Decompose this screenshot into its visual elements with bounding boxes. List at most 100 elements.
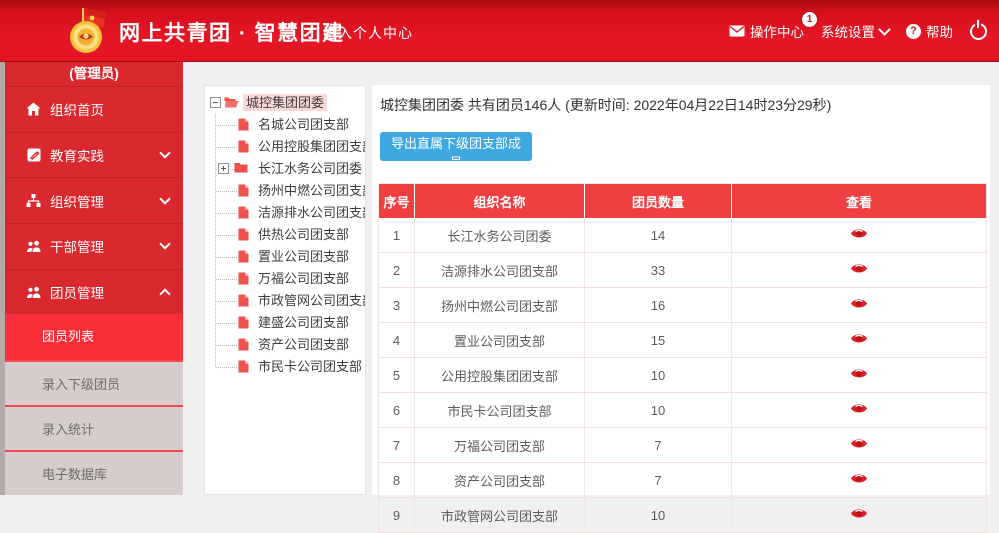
view-eye-button[interactable]	[850, 472, 868, 485]
logout-button[interactable]	[970, 19, 987, 40]
closed-folder-icon	[234, 163, 248, 173]
view-eye-button[interactable]	[850, 402, 868, 415]
action-center-label: 操作中心	[750, 25, 804, 40]
tree-node-label[interactable]: 名城公司团支部	[258, 117, 350, 132]
submenu-item-enter-lower-members[interactable]: 录入下级团员	[5, 360, 183, 406]
sidebar-nav: (管理员) 组织首页 教育实践 组织管理 干部管理 团员管理 团员列表	[5, 62, 183, 496]
file-icon	[238, 250, 249, 263]
file-icon	[238, 338, 249, 351]
action-center-button[interactable]: 操作中心 1	[729, 12, 817, 41]
cell-member-count: 33	[584, 252, 732, 288]
sidebar-item-label: 组织管理	[50, 194, 104, 210]
file-icon	[238, 140, 249, 153]
eye-icon	[851, 439, 867, 448]
collapse-minus-icon[interactable]	[210, 97, 221, 108]
file-icon	[238, 316, 249, 329]
enter-personal-center-link[interactable]: 进入个人中心	[323, 25, 413, 41]
view-eye-button[interactable]	[850, 507, 868, 520]
cell-view	[731, 462, 987, 498]
cell-org-name: 万福公司团支部	[414, 427, 585, 463]
help-button[interactable]: ? 帮助	[906, 21, 953, 41]
tree-node-label[interactable]: 供热公司团支部	[258, 227, 350, 242]
sidebar-item-org-mgmt[interactable]: 组织管理	[5, 177, 183, 223]
tree-node[interactable]: 长江水务公司团委	[205, 158, 365, 180]
chevron-down-icon	[159, 193, 171, 205]
tree-node-label[interactable]: 城控集团团委	[243, 94, 328, 111]
submenu-item-electronic-database[interactable]: 电子数据库	[5, 450, 183, 496]
tree-root-node[interactable]: 城控集团团委	[205, 92, 365, 114]
tree-node[interactable]: 资产公司团支部	[205, 334, 365, 356]
expand-plus-icon[interactable]	[218, 163, 229, 174]
sidebar-item-org-home[interactable]: 组织首页	[5, 86, 183, 132]
cell-row-number: 5	[378, 357, 415, 393]
main-content-panel: 城控集团团委 共有团员146人 (更新时间: 2022年04月22日14时23分…	[372, 85, 990, 533]
sidebar-item-cadre-mgmt[interactable]: 干部管理	[5, 223, 183, 269]
table-body: 1 长江水务公司团委 14 2 洁源排水公司团支部 33	[378, 218, 987, 533]
app-brand-title: 网上共青团 · 智慧团建	[119, 22, 345, 45]
tree-node[interactable]: 建盛公司团支部	[205, 312, 365, 334]
org-sitemap-icon	[25, 193, 42, 208]
org-summary-title: 城控集团团委 共有团员146人 (更新时间: 2022年04月22日14时23分…	[380, 97, 832, 113]
eye-icon	[851, 229, 867, 238]
cell-member-count: 10	[584, 392, 732, 428]
open-folder-icon	[224, 97, 239, 108]
export-members-button[interactable]: 导出直属下级团支部成员	[380, 132, 532, 170]
file-icon	[238, 360, 249, 373]
eye-icon	[851, 264, 867, 273]
cell-view	[731, 287, 987, 323]
cell-row-number: 3	[378, 287, 415, 323]
question-mark-icon: ?	[906, 23, 921, 39]
tree-node[interactable]: 置业公司团支部	[205, 246, 365, 268]
tree-node[interactable]: 名城公司团支部	[205, 114, 365, 136]
tree-node-label[interactable]: 建盛公司团支部	[258, 315, 350, 330]
table-row: 9 市政管网公司团支部 10	[378, 497, 987, 533]
view-eye-button[interactable]	[850, 437, 868, 450]
tree-node[interactable]: 市政管网公司团支部	[205, 290, 365, 312]
table-row: 1 长江水务公司团委 14	[378, 218, 987, 253]
sidebar-item-member-mgmt[interactable]: 团员管理	[5, 268, 183, 315]
chevron-down-icon	[878, 22, 891, 36]
tree-node[interactable]: 供热公司团支部	[205, 224, 365, 246]
file-icon	[238, 294, 249, 307]
tree-node[interactable]: 扬州中燃公司团支部	[205, 180, 365, 202]
help-label: 帮助	[926, 25, 953, 40]
cell-view	[731, 218, 987, 253]
cell-view	[731, 427, 987, 463]
sidebar-item-education[interactable]: 教育实践	[5, 131, 183, 178]
cell-member-count: 10	[584, 497, 732, 533]
tree-node-label[interactable]: 市民卡公司团支部	[258, 359, 363, 374]
column-header-count: 团员数量	[584, 183, 732, 218]
table-row: 4 置业公司团支部 15	[378, 322, 987, 358]
cell-org-name: 长江水务公司团委	[414, 218, 585, 253]
file-icon	[238, 206, 249, 219]
view-eye-button[interactable]	[850, 297, 868, 310]
view-eye-button[interactable]	[850, 227, 868, 240]
page-edge-strip	[0, 62, 5, 495]
tree-node-label[interactable]: 置业公司团支部	[258, 249, 350, 264]
view-eye-button[interactable]	[850, 367, 868, 380]
tree-node[interactable]: 万福公司团支部	[205, 268, 365, 290]
tree-node-label[interactable]: 洁源排水公司团支部	[258, 205, 366, 220]
view-eye-button[interactable]	[850, 332, 868, 345]
tree-connector-line	[215, 114, 216, 367]
file-icon	[238, 228, 249, 241]
tree-node-label[interactable]: 扬州中燃公司团支部	[258, 183, 366, 198]
tree-node[interactable]: 市民卡公司团支部	[205, 356, 365, 378]
tree-node-label[interactable]: 公用控股集团团支部	[258, 139, 366, 154]
system-settings-menu[interactable]: 系统设置	[821, 21, 891, 41]
cell-org-name: 市政管网公司团支部	[414, 497, 585, 533]
tree-node-label[interactable]: 市政管网公司团支部	[258, 293, 366, 308]
tree-node-label[interactable]: 资产公司团支部	[258, 337, 350, 352]
view-eye-button[interactable]	[850, 262, 868, 275]
power-icon	[970, 19, 987, 40]
eye-icon	[851, 299, 867, 308]
tree-node-label[interactable]: 万福公司团支部	[258, 271, 350, 286]
column-header-view: 查看	[731, 183, 987, 218]
tree-node-label[interactable]: 长江水务公司团委	[258, 161, 363, 176]
tree-node[interactable]: 洁源排水公司团支部	[205, 202, 365, 224]
submenu-item-entry-statistics[interactable]: 录入统计	[5, 405, 183, 451]
eye-icon	[851, 509, 867, 518]
tree-node[interactable]: 公用控股集团团支部	[205, 136, 365, 158]
submenu-item-member-list[interactable]: 团员列表	[5, 314, 183, 361]
chevron-up-icon	[159, 288, 171, 300]
